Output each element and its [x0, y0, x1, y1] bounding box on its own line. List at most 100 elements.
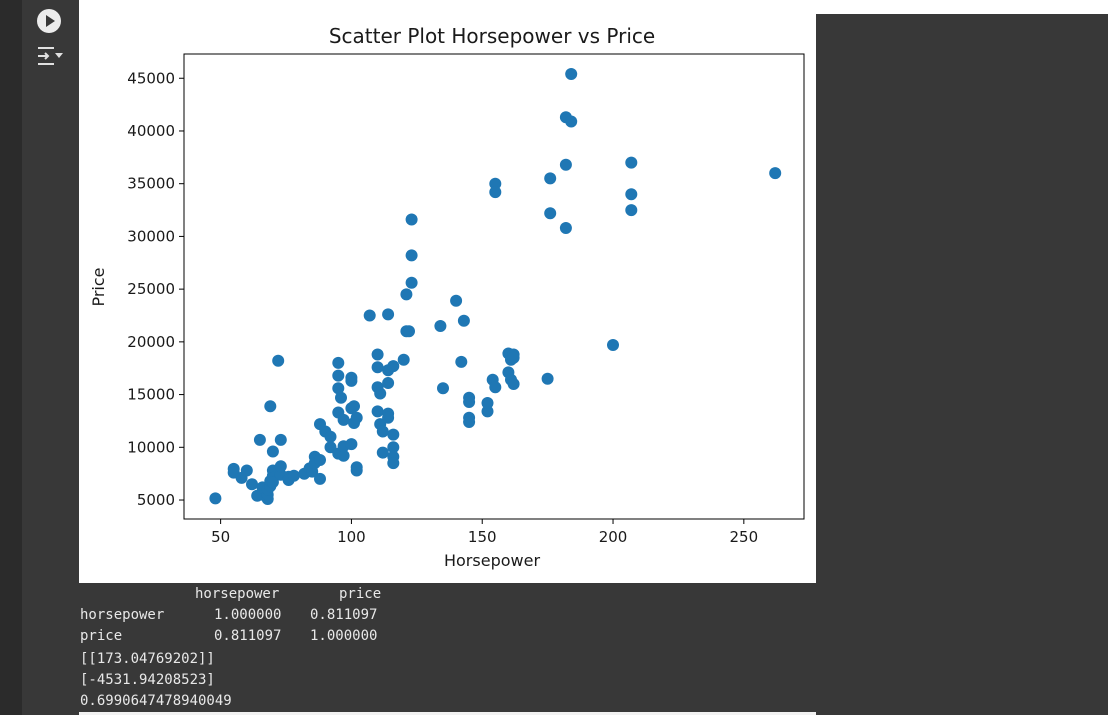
- data-point: [274, 460, 287, 473]
- data-point: [625, 188, 638, 201]
- data-point: [287, 469, 300, 482]
- left-rail: [0, 0, 22, 715]
- data-point: [400, 288, 413, 301]
- data-point: [607, 339, 619, 351]
- corr-cell: 0.811097: [214, 628, 282, 644]
- data-point: [266, 476, 279, 489]
- data-point: [371, 361, 384, 374]
- data-point: [507, 351, 520, 364]
- data-point: [387, 441, 400, 454]
- coef-output: [[173.04769202]]: [80, 651, 215, 667]
- points-layer: [209, 68, 782, 505]
- data-point: [463, 416, 476, 428]
- data-point: [507, 378, 520, 390]
- data-point: [350, 411, 363, 424]
- data-point: [314, 472, 326, 485]
- y-tick-label: 40000: [127, 122, 175, 140]
- data-point: [272, 354, 285, 367]
- data-point: [345, 438, 358, 451]
- y-tick-label: 15000: [127, 386, 175, 404]
- data-point: [559, 158, 572, 171]
- data-point: [264, 400, 277, 413]
- data-point: [405, 213, 418, 226]
- y-tick-label: 5000: [137, 491, 175, 509]
- data-point: [382, 308, 395, 321]
- play-icon: [46, 15, 55, 27]
- data-point: [314, 454, 326, 466]
- x-tick-label: 200: [599, 528, 628, 546]
- output-toggle-button[interactable]: [36, 45, 64, 67]
- data-point: [371, 405, 384, 418]
- x-axis-label: Horsepower: [444, 551, 540, 570]
- corr-cell: 1.000000: [310, 628, 378, 644]
- data-point: [335, 391, 347, 404]
- data-point: [387, 360, 400, 373]
- y-tick-label: 30000: [127, 227, 175, 245]
- corr-header-horsepower: horsepower: [195, 586, 280, 602]
- data-point: [463, 396, 476, 408]
- divider: [79, 712, 816, 715]
- data-point: [337, 449, 350, 462]
- plot-output: Scatter Plot Horsepower vs Price 50 100 15…: [79, 0, 816, 583]
- data-point: [769, 167, 782, 180]
- data-point: [489, 186, 502, 199]
- data-point: [332, 356, 345, 369]
- intercept-output: [-4531.94208523]: [80, 672, 215, 688]
- data-point: [345, 374, 358, 387]
- corr-cell: 1.000000: [214, 607, 282, 623]
- chart-title: Scatter Plot Horsepower vs Price: [329, 24, 655, 48]
- data-point: [337, 413, 350, 426]
- data-point: [565, 68, 578, 80]
- data-point: [434, 320, 447, 332]
- data-point: [332, 382, 345, 395]
- data-point: [376, 425, 389, 438]
- score-output: 0.6990647478940049: [80, 693, 232, 709]
- data-point: [481, 397, 494, 409]
- data-point: [376, 446, 389, 459]
- data-point: [450, 294, 463, 307]
- data-point: [405, 249, 418, 262]
- data-point: [403, 325, 415, 338]
- x-tick-label: 100: [337, 528, 366, 546]
- data-point: [371, 348, 384, 361]
- data-point: [209, 492, 222, 505]
- data-point: [240, 464, 253, 477]
- y-tick-label: 35000: [127, 175, 175, 193]
- y-tick-label: 20000: [127, 333, 175, 351]
- data-point: [266, 445, 279, 458]
- data-point: [559, 222, 572, 234]
- data-point: [382, 377, 395, 389]
- x-ticks: 50 100 150 200 250: [211, 519, 758, 546]
- output-collapse-icon: [38, 47, 63, 65]
- data-point: [489, 177, 502, 190]
- data-point: [253, 433, 266, 446]
- cell-gutter: [22, 0, 79, 715]
- corr-cell: 0.811097: [310, 607, 378, 623]
- data-point: [387, 428, 400, 441]
- data-point: [565, 115, 578, 128]
- data-point: [332, 369, 345, 382]
- text-output: horsepower price horsepower 1.000000 0.8…: [79, 583, 816, 715]
- x-tick-label: 250: [730, 528, 759, 546]
- run-cell-button[interactable]: [37, 9, 61, 33]
- data-point: [625, 156, 638, 169]
- scatter-chart: Scatter Plot Horsepower vs Price 50 100 15…: [89, 24, 805, 570]
- data-point: [489, 381, 502, 394]
- data-point: [625, 204, 638, 217]
- data-point: [437, 382, 449, 395]
- data-point: [382, 411, 395, 424]
- data-point: [348, 400, 360, 413]
- plot-area: [183, 53, 805, 520]
- cell-output: Scatter Plot Horsepower vs Price 50 100 15…: [79, 0, 816, 715]
- x-tick-label: 150: [468, 528, 497, 546]
- header-strip: [816, 0, 1108, 14]
- data-point: [374, 387, 387, 400]
- data-point: [541, 372, 554, 385]
- y-tick-label: 10000: [127, 438, 175, 456]
- y-tick-label: 25000: [127, 280, 175, 298]
- y-tick-label: 45000: [127, 69, 175, 87]
- corr-header-price: price: [339, 586, 382, 602]
- corr-row-label: horsepower: [80, 607, 165, 623]
- data-point: [324, 430, 337, 443]
- x-tick-label: 50: [211, 528, 230, 546]
